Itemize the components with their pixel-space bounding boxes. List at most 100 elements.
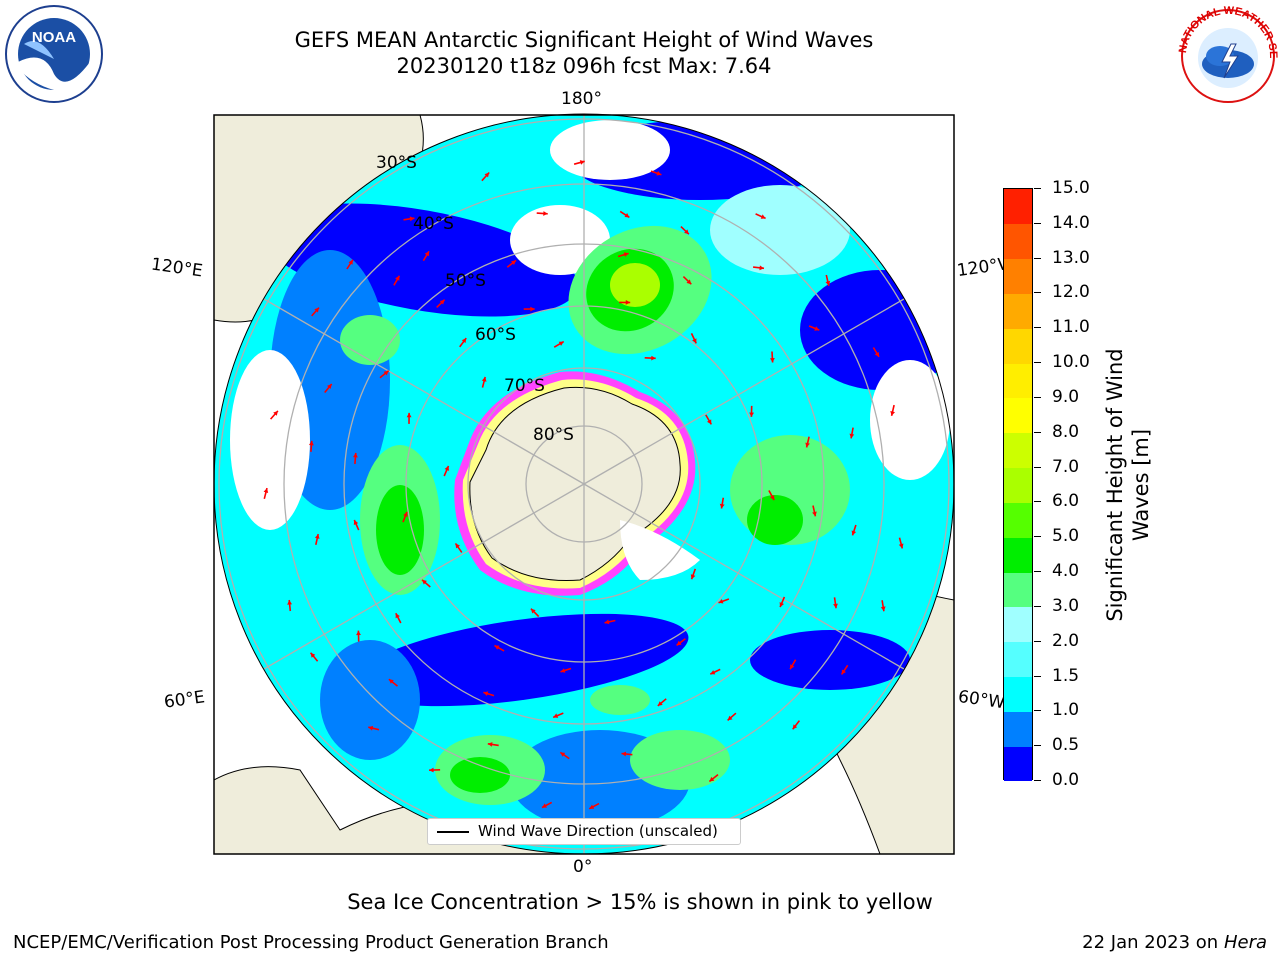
colorbar-segment <box>1004 293 1032 329</box>
colorbar-tick-label: 8.0 <box>1052 421 1080 442</box>
wind-arrow-head <box>833 603 838 609</box>
wind-arrow-head <box>651 355 656 361</box>
footer-date: 22 Jan 2023 on Hera <box>1082 932 1267 953</box>
chart-title: GEFS MEAN Antarctic Significant Height o… <box>294 28 874 52</box>
colorbar-segment <box>1004 502 1032 538</box>
colorbar-segment <box>1004 189 1032 225</box>
wind-arrow-head <box>395 275 400 281</box>
wind-arrow-head <box>543 211 548 216</box>
wind-arrow-head <box>676 640 682 646</box>
wind-arrow-head <box>383 370 389 376</box>
colorbar-tick-mark <box>1034 222 1041 224</box>
wind-arrow-head <box>812 511 817 517</box>
colorbar-tick-mark <box>1034 327 1041 329</box>
wind-arrow-head <box>409 216 415 222</box>
wind-arrow-head <box>388 679 394 684</box>
colorbar-segment <box>1004 223 1032 260</box>
wind-arrow-head <box>406 412 412 418</box>
wind-arrow-head <box>444 465 449 471</box>
wind-arrow-head <box>604 619 610 625</box>
wind-arrow-head <box>487 742 493 747</box>
wind-arrow-head <box>880 606 886 612</box>
wind-arrow-head <box>287 600 292 605</box>
colorbar-segment <box>1004 363 1032 399</box>
lon-label-180: 180° <box>561 89 602 109</box>
wind-arrow-head <box>849 433 855 439</box>
wind-arrow-head <box>353 520 359 525</box>
wind-arrow-head <box>314 307 319 313</box>
colorbar-segment <box>1004 606 1032 643</box>
legend-line-swatch <box>437 831 469 833</box>
wind-arrow-head <box>314 534 320 539</box>
wind-arrows <box>263 160 904 810</box>
wind-arrow-head <box>625 300 631 305</box>
colorbar-segment <box>1004 746 1032 782</box>
wind-arrow-head <box>841 669 846 675</box>
colorbar-tick-label: 7.0 <box>1052 456 1080 477</box>
wind-arrow-head <box>890 411 895 416</box>
wind-arrow-head <box>481 376 487 382</box>
wind-arrow-head <box>560 752 566 757</box>
wind-arrow-head <box>461 338 467 343</box>
wind-arrow-head <box>484 172 490 178</box>
wind-arrow-head <box>690 574 696 580</box>
lat-label-40s: 40°S <box>413 214 454 234</box>
colorbar-segment <box>1004 397 1032 434</box>
colorbar-tick-label: 1.0 <box>1052 700 1080 721</box>
wind-arrow-head <box>353 452 358 458</box>
antarctica <box>454 371 700 596</box>
lat-label-60s: 60°S <box>475 325 516 345</box>
wind-arrow-head <box>395 613 400 619</box>
wind-arrow-head <box>684 229 689 235</box>
colorbar-tick-mark <box>1034 466 1041 468</box>
wind-arrow-head <box>439 299 445 305</box>
svg-text:NOAA: NOAA <box>32 29 76 46</box>
colorbar-tick-label: 10.0 <box>1052 352 1090 373</box>
wind-arrow-head <box>429 767 434 773</box>
colorbar-segment <box>1004 328 1032 364</box>
colorbar-tick-label: 14.0 <box>1052 212 1090 233</box>
wind-arrow-head <box>792 724 798 730</box>
wind-arrow-head <box>511 260 516 265</box>
wind-arrow-head <box>760 214 766 219</box>
colorbar-tick-mark <box>1034 362 1041 364</box>
colorbar-tick-label: 13.0 <box>1052 247 1090 268</box>
colorbar-tick-label: 15.0 <box>1052 178 1090 198</box>
colorbar-tick-mark <box>1034 640 1041 642</box>
colorbar-tick-mark <box>1034 675 1041 677</box>
wind-arrow-head <box>530 306 535 312</box>
colorbar-tick-label: 0.5 <box>1052 735 1080 756</box>
wind-arrow-head <box>263 488 269 493</box>
wind-arrow-head <box>898 543 904 549</box>
wind-arrow-head <box>727 715 733 721</box>
wind-arrow-head <box>770 358 775 363</box>
wind-arrow-head <box>825 280 831 286</box>
colorbar-tick-mark <box>1034 431 1041 433</box>
wind-arrow-head <box>749 412 754 417</box>
wind-arrow-head <box>621 751 627 757</box>
colorbar-segment <box>1004 467 1032 503</box>
colorbar-tick-mark <box>1034 710 1041 712</box>
legend-label: Wind Wave Direction (unscaled) <box>478 822 718 840</box>
colorbar-segment <box>1004 258 1032 294</box>
wind-arrow-head <box>718 599 724 604</box>
colorbar-tick-mark <box>1034 605 1041 607</box>
colorbar-tick-label: 2.0 <box>1052 630 1080 651</box>
wind-arrow-head <box>759 265 764 271</box>
wind-arrow-head <box>424 251 429 257</box>
wind-arrow-head <box>356 630 361 636</box>
footer-date-text: 22 Jan 2023 on <box>1082 932 1224 953</box>
lat-label-80s: 80°S <box>533 425 574 445</box>
wind-arrow-head <box>805 442 810 448</box>
colorbar-tick-label: 4.0 <box>1052 561 1080 582</box>
chart-subtitle: 20230120 t18z 096h fcst Max: 7.64 <box>396 54 772 78</box>
colorbar-segment <box>1004 572 1032 608</box>
wind-arrow-head <box>779 602 784 608</box>
wind-arrow-head <box>309 440 314 446</box>
wind-arrow-head <box>814 326 820 331</box>
wind-arrow-head <box>692 338 697 344</box>
wind-arrow-head <box>348 259 353 265</box>
colorbar-tick-mark <box>1034 188 1041 189</box>
wind-arrow-head <box>273 410 278 416</box>
